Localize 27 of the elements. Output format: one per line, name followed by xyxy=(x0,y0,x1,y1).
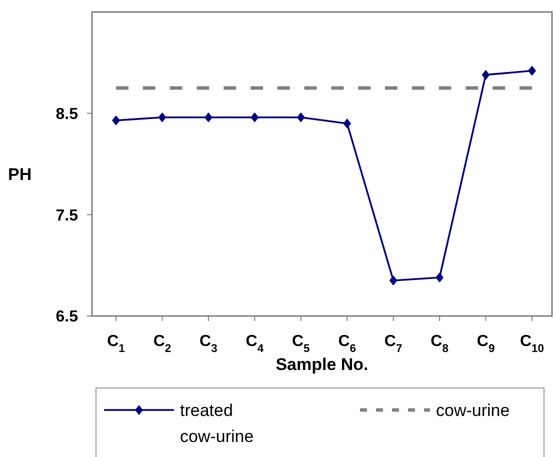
legend-label: treated cow-urine xyxy=(180,401,254,446)
x-axis-title: Sample No. xyxy=(276,355,368,374)
x-tick-label: C$_{1}$ xyxy=(107,333,125,355)
point xyxy=(436,272,444,282)
point xyxy=(482,70,490,80)
point xyxy=(528,66,536,76)
x-tick-label: C$_{9}$ xyxy=(476,333,495,355)
x-tick-label: C$_{5}$ xyxy=(292,333,310,355)
point xyxy=(250,112,259,122)
point xyxy=(296,112,305,122)
y-tick-label: 7.5 xyxy=(56,207,78,224)
point xyxy=(389,276,398,286)
point xyxy=(112,115,120,126)
x-tick-label: C$_{8}$ xyxy=(430,333,448,355)
point xyxy=(204,112,212,122)
x-tick-label: C$_{6}$ xyxy=(338,333,356,355)
y-axis-title: PH xyxy=(8,165,32,184)
x-tick-label: C$_{7}$ xyxy=(384,333,402,355)
point xyxy=(158,112,166,122)
x-tick-label: C$_{3}$ xyxy=(200,333,218,355)
x-tick-label: C$_{10}$ xyxy=(520,333,544,355)
legend-label: cow-urine xyxy=(436,401,510,420)
x-tick-label: C$_{2}$ xyxy=(153,333,172,355)
y-tick-label: 8.5 xyxy=(56,106,78,123)
point xyxy=(343,118,352,128)
x-tick-label: C$_{4}$ xyxy=(246,333,264,355)
y-tick-label: 6.5 xyxy=(56,308,78,326)
